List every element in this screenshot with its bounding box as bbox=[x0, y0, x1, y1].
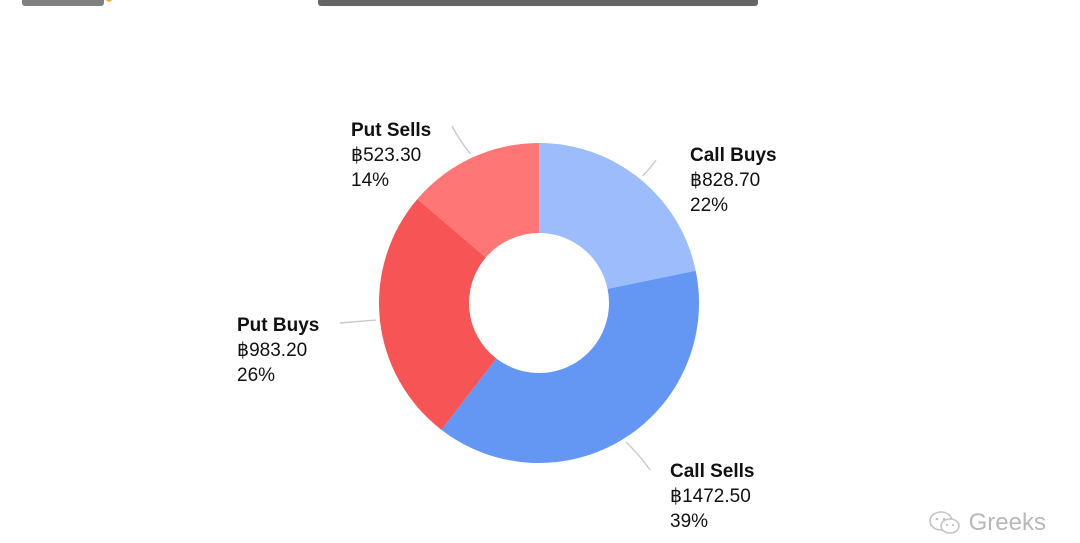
label-call-buys: Call Buys ฿828.70 22% bbox=[690, 143, 777, 218]
slice-value: ฿983.20 bbox=[237, 340, 308, 361]
leader-line-call-sells bbox=[625, 441, 651, 471]
header-logo-fragment bbox=[22, 0, 112, 6]
slice-percent: 14% bbox=[351, 170, 390, 191]
slices-group bbox=[379, 143, 699, 463]
slice-put-sells bbox=[417, 143, 539, 258]
slice-call-buys bbox=[539, 143, 696, 289]
slice-percent: 26% bbox=[237, 365, 276, 386]
slice-put-buys bbox=[379, 199, 497, 430]
slice-value: ฿523.30 bbox=[351, 145, 422, 166]
label-call-sells: Call Sells ฿1472.50 39% bbox=[670, 459, 755, 534]
leader-lines bbox=[339, 125, 657, 471]
slice-value: ฿828.70 bbox=[690, 170, 761, 191]
label-put-sells: Put Sells ฿523.30 14% bbox=[351, 118, 431, 193]
leader-line-put-sells bbox=[451, 125, 471, 155]
label-put-buys: Put Buys ฿983.20 26% bbox=[237, 313, 319, 388]
wechat-icon bbox=[928, 511, 960, 534]
slice-name: Put Sells bbox=[351, 120, 432, 141]
slice-percent: 39% bbox=[670, 511, 709, 532]
header-title-fragment bbox=[318, 0, 758, 6]
leader-line-put-buys bbox=[339, 319, 376, 324]
watermark-text: Greeks bbox=[968, 509, 1046, 536]
leader-line-call-buys bbox=[642, 159, 657, 177]
slice-name: Call Sells bbox=[670, 461, 755, 482]
slice-percent: 22% bbox=[690, 195, 729, 216]
slice-name: Call Buys bbox=[690, 145, 777, 166]
slice-name: Put Buys bbox=[237, 315, 320, 336]
watermark: Greeks bbox=[927, 509, 1046, 537]
slice-call-sells bbox=[441, 270, 699, 463]
slice-value: ฿1472.50 bbox=[670, 486, 751, 507]
logo-accent-dot bbox=[106, 0, 112, 2]
